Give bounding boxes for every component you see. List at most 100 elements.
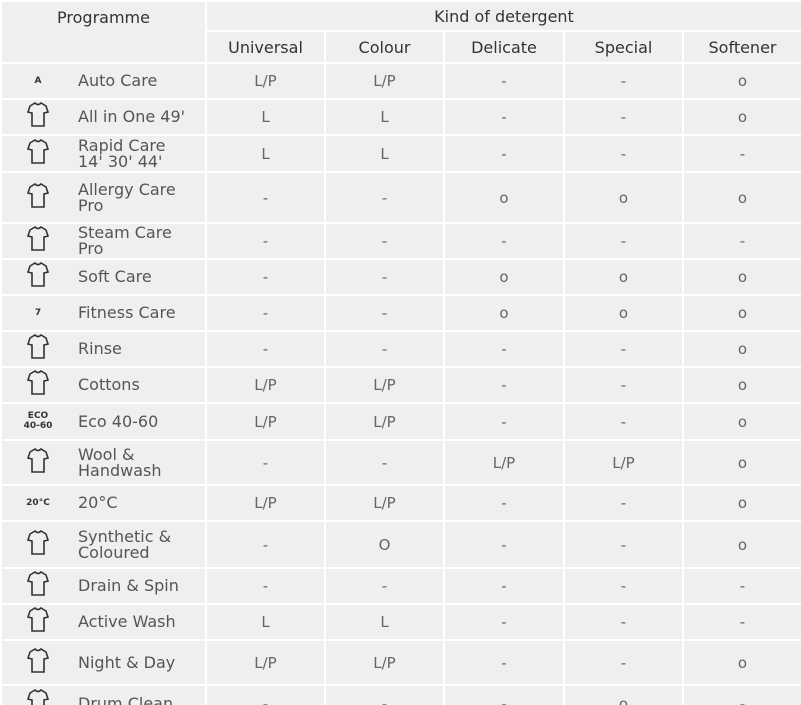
programme-name: Rinse xyxy=(73,330,207,368)
detergent-cell: L/P xyxy=(443,440,565,486)
detergent-cell: L/P xyxy=(324,62,445,100)
detergent-cell: L/P xyxy=(563,440,684,486)
icon-glyph xyxy=(26,261,49,287)
icon-cell: ECO 40-60 xyxy=(0,403,73,441)
detergent-cell: - xyxy=(443,685,565,705)
programme-name: Synthetic & Coloured xyxy=(73,521,207,569)
column-header: Special xyxy=(563,30,684,64)
detergent-cell: - xyxy=(205,259,326,296)
icon-cell xyxy=(0,640,73,686)
icon-cell: 20°C xyxy=(0,484,73,522)
programme-name: Active Wash xyxy=(73,603,207,641)
programme-name: Rapid Care 14' 30' 44' xyxy=(73,135,207,173)
detergent-cell: - xyxy=(443,484,565,522)
detergent-cell: - xyxy=(324,259,445,296)
detergent-cell: L xyxy=(205,603,326,641)
detergent-cell: o xyxy=(681,295,801,332)
programme-name: Steam Care Pro xyxy=(73,222,207,260)
detergent-cell: - xyxy=(443,521,565,569)
detergent-cell: o xyxy=(681,640,801,686)
programme-row: Soft Care - - o o o xyxy=(0,259,801,296)
programme-row: 7 Fitness Care - - o o o xyxy=(0,295,801,332)
detergent-cell: L/P xyxy=(324,366,445,404)
detergent-cell: - xyxy=(563,640,684,686)
detergent-cell: - xyxy=(205,521,326,569)
programme-icon xyxy=(26,333,49,359)
icon-cell: 7 xyxy=(0,295,73,332)
programme-icon xyxy=(26,688,49,705)
icon-text: 40-60 xyxy=(23,421,52,431)
detergent-cell: L xyxy=(324,135,445,173)
programme-icon xyxy=(26,182,49,208)
detergent-cell: - xyxy=(443,330,565,368)
detergent-cell: - xyxy=(443,98,565,136)
detergent-cell: L/P xyxy=(324,403,445,441)
programme-name: Allergy Care Pro xyxy=(73,171,207,224)
programme-name: Cottons xyxy=(73,366,207,404)
detergent-cell: - xyxy=(681,685,801,705)
detergent-cell: o xyxy=(563,295,684,332)
icon-glyph xyxy=(26,688,49,705)
detergent-cell: - xyxy=(324,222,445,260)
detergent-cell: L xyxy=(205,135,326,173)
icon-cell xyxy=(0,521,73,569)
detergent-cell: - xyxy=(563,366,684,404)
detergent-cell: L/P xyxy=(205,62,326,100)
detergent-cell: L xyxy=(324,603,445,641)
detergent-cell: o xyxy=(563,685,684,705)
detergent-cell: - xyxy=(681,603,801,641)
icon-cell xyxy=(0,135,73,173)
detergent-cell: - xyxy=(443,62,565,100)
programme-row: Night & Day L/P L/P - - o xyxy=(0,640,801,686)
detergent-cell: o xyxy=(681,440,801,486)
programme-icon xyxy=(26,606,49,632)
programme-row: Wool & Handwash - - L/P L/P o xyxy=(0,440,801,486)
programme-icon: 20°C xyxy=(26,498,50,508)
detergent-cell: - xyxy=(324,330,445,368)
column-header: Delicate xyxy=(443,30,565,64)
detergent-cell: - xyxy=(205,567,326,605)
detergent-cell: - xyxy=(563,330,684,368)
programme-name: Night & Day xyxy=(73,640,207,686)
icon-glyph xyxy=(26,101,49,127)
detergent-cell: - xyxy=(563,222,684,260)
detergent-cell: O xyxy=(324,521,445,569)
icon-glyph xyxy=(26,606,49,632)
detergent-cell: - xyxy=(324,567,445,605)
detergent-cell: o xyxy=(681,366,801,404)
programme-icon xyxy=(26,261,49,287)
detergent-cell: o xyxy=(681,521,801,569)
detergent-cell: o xyxy=(681,330,801,368)
detergent-cell: - xyxy=(563,603,684,641)
detergent-cell: o xyxy=(681,484,801,522)
programme-icon xyxy=(26,447,49,473)
detergent-cell: - xyxy=(681,135,801,173)
icon-glyph xyxy=(26,529,49,555)
detergent-cell: - xyxy=(563,98,684,136)
icon-glyph xyxy=(26,225,49,251)
icon-text: ECO xyxy=(27,411,48,421)
detergent-cell: - xyxy=(681,222,801,260)
detergent-cell: - xyxy=(443,640,565,686)
icon-cell xyxy=(0,98,73,136)
icon-glyph xyxy=(26,570,49,596)
detergent-cell: - xyxy=(563,521,684,569)
detergent-cell: - xyxy=(324,440,445,486)
programme-icon xyxy=(26,570,49,596)
programme-row: A Auto Care L/P L/P - - o xyxy=(0,62,801,100)
programme-header: Programme xyxy=(0,0,207,64)
detergent-cell: L xyxy=(205,98,326,136)
detergent-cell: o xyxy=(681,62,801,100)
icon-cell xyxy=(0,259,73,296)
detergent-cell: - xyxy=(205,295,326,332)
icon-cell xyxy=(0,603,73,641)
programme-row: Synthetic & Coloured - O - - o xyxy=(0,521,801,569)
programme-icon: 7 xyxy=(34,308,40,318)
programme-row: All in One 49' L L - - o xyxy=(0,98,801,136)
detergent-cell: L xyxy=(324,98,445,136)
detergent-cell: - xyxy=(443,603,565,641)
icon-glyph xyxy=(26,647,49,673)
